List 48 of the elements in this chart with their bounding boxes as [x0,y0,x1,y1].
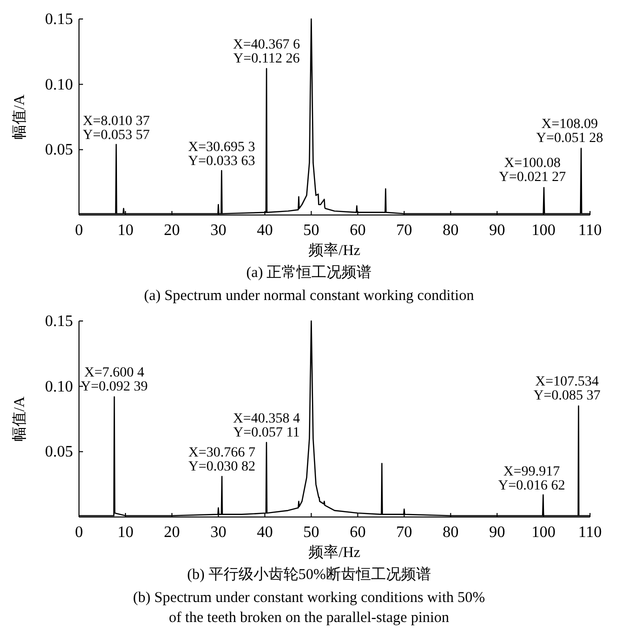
x-tick-label: 40 [256,222,273,239]
text: (b) 平行级小齿轮50%断齿恒工况频谱 [187,566,431,583]
x-tick-label: 50 [303,222,320,239]
x-axis-title: 频率/Hz [308,544,361,561]
annotation: X=7.600 4 Y=0.092 39 [80,365,148,394]
text: (a) 正常恒工况频谱 [246,264,372,281]
x-tick-label: 0 [75,524,83,541]
x-tick-label: 50 [303,524,320,541]
annotation: X=30.766 7 Y=0.030 82 [188,446,256,475]
text: (a) Spectrum under normal constant working condition [144,288,474,304]
x-tick-label: 70 [396,524,412,541]
y-axis-title: 幅值/A [11,396,28,442]
x-tick-label: 10 [117,222,134,239]
x-tick-label: 100 [532,222,556,239]
y-tick-label: 0.15 [45,313,73,330]
y-tick-label: 0.10 [45,76,73,94]
x-tick-label: 110 [578,222,602,239]
x-tick-label: 60 [350,222,366,239]
annotation: X=40.367 6 Y=0.112 26 [233,37,300,66]
x-tick-label: 40 [256,524,273,541]
y-tick-label: 0.05 [45,444,73,461]
x-tick-label: 110 [578,524,602,541]
annotation: X=99.917 Y=0.016 62 [498,464,566,494]
y-tick-label: 0.15 [45,11,73,28]
x-tick-label: 30 [210,524,226,541]
annotation: X=107.534 Y=0.085 37 [534,374,601,404]
y-tick-label: 0.10 [45,378,73,396]
x-axis-title: 频率/Hz [308,242,361,259]
x-tick-label: 10 [117,524,134,541]
y-tick-label: 0.05 [45,142,73,159]
x-tick-label: 90 [489,524,506,541]
x-tick-label: 0 [75,222,83,239]
annotation: X=100.08 Y=0.021 27 [498,156,566,186]
annotation: X=108.09 Y=0.051 28 [536,116,604,146]
x-tick-label: 90 [489,222,506,239]
x-tick-label: 20 [164,222,180,239]
y-axis-title: 幅值/A [11,94,28,140]
x-tick-label: 70 [396,222,412,239]
annotation: X=40.358 4 Y=0.057 11 [232,411,300,440]
x-tick-label: 100 [532,524,556,541]
text: (b) Spectrum under constant working conditions with 50% of the teeth broken on the parallel-stage pinion [132,590,486,626]
x-tick-label: 80 [442,222,459,239]
x-tick-label: 30 [210,222,226,239]
annotation: X=30.695 3 Y=0.033 63 [188,140,256,170]
x-tick-label: 80 [442,524,459,541]
annotation: X=8.010 37 Y=0.053 57 [82,114,150,143]
x-tick-label: 20 [164,524,180,541]
x-tick-label: 60 [350,524,366,541]
